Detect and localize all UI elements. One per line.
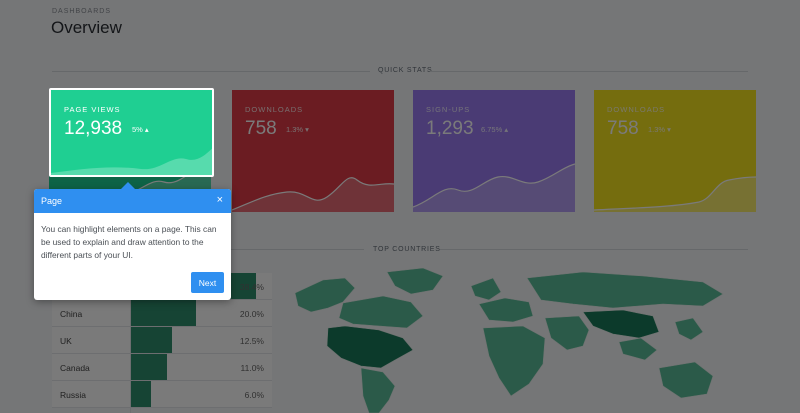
divider xyxy=(430,71,748,72)
card-value: 758 xyxy=(607,118,639,139)
card-delta: 6.75% ▴ xyxy=(481,125,509,134)
stat-card-downloads[interactable]: DOWNLOADS 758 1.3% ▾ xyxy=(232,90,394,212)
close-icon[interactable]: × xyxy=(216,194,223,206)
popover-title: Page xyxy=(41,196,63,206)
page-title: Overview xyxy=(51,18,122,37)
world-map[interactable] xyxy=(283,268,749,413)
section-title-top-countries: TOP COUNTRIES xyxy=(373,246,441,253)
stat-card-sign-ups[interactable]: SIGN-UPS 1,293 6.75% ▴ xyxy=(413,90,575,212)
card-delta: 5% ▴ xyxy=(132,125,149,134)
country-name: Russia xyxy=(60,390,86,400)
popover-body: You can highlight elements on a page. Th… xyxy=(41,224,217,260)
country-name: UK xyxy=(60,336,72,346)
section-title-quick-stats: QUICK STATS xyxy=(378,67,433,74)
highlighted-stat-card[interactable]: PAGE VIEWS 12,938 5% ▴ xyxy=(49,88,214,177)
share-bar xyxy=(131,354,167,380)
next-button[interactable]: Next xyxy=(191,272,224,293)
stat-card-downloads-2[interactable]: DOWNLOADS 758 1.3% ▾ xyxy=(594,90,756,212)
card-value: 758 xyxy=(245,118,277,139)
table-row[interactable]: UK 12.5% xyxy=(52,327,272,354)
card-value: 12,938 xyxy=(64,118,123,139)
popover-header: Page × xyxy=(34,189,231,213)
card-label: DOWNLOADS xyxy=(245,105,304,114)
table-row[interactable]: Russia 6.0% xyxy=(52,381,272,408)
divider xyxy=(440,249,748,250)
card-delta: 1.3% ▾ xyxy=(286,125,309,134)
country-name: Canada xyxy=(60,363,90,373)
tour-popover: Page × You can highlight elements on a p… xyxy=(34,182,231,300)
table-row[interactable]: China 20.0% xyxy=(52,300,272,327)
card-value: 1,293 xyxy=(426,118,474,139)
popover-arrow xyxy=(121,182,135,189)
sparkline-chart xyxy=(594,176,756,212)
country-percent: 6.0% xyxy=(244,390,264,400)
sparkline-chart xyxy=(413,163,575,212)
share-bar xyxy=(131,300,196,326)
breadcrumb[interactable]: DASHBOARDS xyxy=(52,8,112,15)
card-label: PAGE VIEWS xyxy=(64,105,121,114)
sparkline-chart xyxy=(51,148,212,175)
country-percent: 11.0% xyxy=(240,363,264,373)
share-bar xyxy=(131,327,172,353)
card-delta: 1.3% ▾ xyxy=(648,125,671,134)
country-percent: 38.4% xyxy=(239,282,264,292)
sparkline-chart xyxy=(232,177,394,212)
country-percent: 12.5% xyxy=(239,336,264,346)
card-label: DOWNLOADS xyxy=(607,105,666,114)
table-row[interactable]: Canada 11.0% xyxy=(52,354,272,381)
country-percent: 20.0% xyxy=(239,309,264,319)
share-bar xyxy=(131,381,151,407)
card-label: SIGN-UPS xyxy=(426,105,471,114)
country-name: China xyxy=(60,309,83,319)
divider xyxy=(52,71,370,72)
